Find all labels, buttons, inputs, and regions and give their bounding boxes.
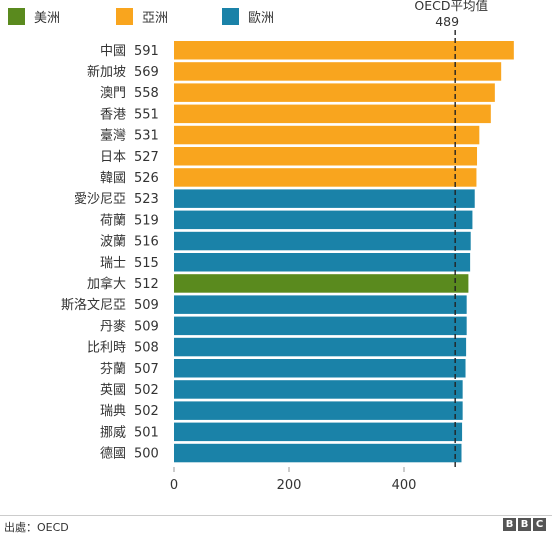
value-label: 551 (134, 107, 159, 122)
bar (174, 41, 514, 60)
bbc-logo: B B C (503, 518, 546, 531)
legend-swatch (222, 8, 239, 25)
value-label: 527 (134, 150, 159, 165)
category-label: 韓國 (100, 171, 126, 186)
bar (174, 253, 471, 272)
reference-line-value: 489 (435, 14, 459, 29)
legend-label: 美洲 (34, 11, 60, 26)
category-label: 澳門 (100, 85, 126, 101)
category-label: 瑞典 (100, 404, 126, 419)
bbc-logo-letter: B (518, 518, 531, 531)
category-label: 愛沙尼亞 (74, 192, 126, 207)
value-label: 569 (134, 65, 159, 80)
bar (174, 231, 471, 251)
x-tick-label: 400 (392, 478, 417, 493)
bar (174, 401, 463, 420)
bar (174, 147, 478, 166)
value-label: 531 (134, 129, 159, 144)
footer-divider (0, 515, 552, 516)
value-label: 591 (134, 44, 159, 59)
x-tick-label: 200 (277, 478, 302, 493)
value-label: 502 (134, 383, 159, 398)
bbc-logo-letter: C (533, 518, 546, 531)
source-note: 出處：OECD (4, 521, 69, 534)
bar (174, 380, 463, 399)
value-label: 509 (134, 319, 159, 334)
bar (174, 104, 491, 124)
value-label: 523 (134, 192, 159, 207)
value-label: 507 (134, 362, 159, 377)
value-label: 516 (134, 235, 159, 250)
value-label: 508 (134, 341, 159, 356)
category-label: 挪威 (100, 425, 126, 440)
bar (174, 359, 466, 378)
value-label: 519 (134, 213, 159, 228)
legend-label: 亞洲 (142, 11, 168, 26)
category-label: 香港 (100, 107, 126, 122)
x-tick-label: 0 (170, 478, 178, 493)
bar (174, 210, 473, 230)
value-label: 509 (134, 298, 159, 313)
bbc-logo-letter: B (503, 518, 516, 531)
bar (174, 62, 502, 81)
category-label: 比利時 (87, 341, 126, 356)
category-label: 加拿大 (87, 276, 126, 292)
value-label: 512 (134, 277, 159, 292)
value-label: 515 (134, 256, 159, 271)
category-label: 芬蘭 (100, 361, 126, 377)
category-label: 德國 (100, 447, 126, 462)
category-label: 波蘭 (100, 234, 126, 250)
bar (174, 337, 467, 357)
value-label: 500 (134, 447, 159, 462)
legend-label: 歐洲 (248, 11, 274, 26)
bar (174, 443, 462, 463)
legend-swatch (8, 8, 25, 25)
bar (174, 274, 469, 293)
bar (174, 168, 477, 187)
category-label: 臺灣 (100, 129, 126, 144)
value-label: 526 (134, 171, 159, 186)
value-label: 502 (134, 404, 159, 419)
bar (174, 83, 495, 102)
category-label: 中國 (100, 44, 126, 59)
bar (174, 189, 475, 208)
value-label: 501 (134, 425, 159, 440)
category-label: 瑞士 (100, 256, 126, 271)
category-label: 英國 (100, 383, 126, 398)
legend-swatch (116, 8, 133, 25)
bar (174, 422, 463, 442)
bar (174, 125, 480, 145)
value-label: 558 (134, 86, 159, 101)
category-label: 荷蘭 (100, 212, 126, 228)
bar (174, 295, 467, 314)
category-label: 斯洛文尼亞 (61, 298, 126, 313)
category-label: 丹麥 (100, 318, 126, 334)
bar (174, 316, 467, 336)
category-label: 日本 (100, 150, 126, 165)
reference-line-label: OECD平均值 (414, 0, 488, 13)
category-label: 新加坡 (87, 64, 126, 80)
